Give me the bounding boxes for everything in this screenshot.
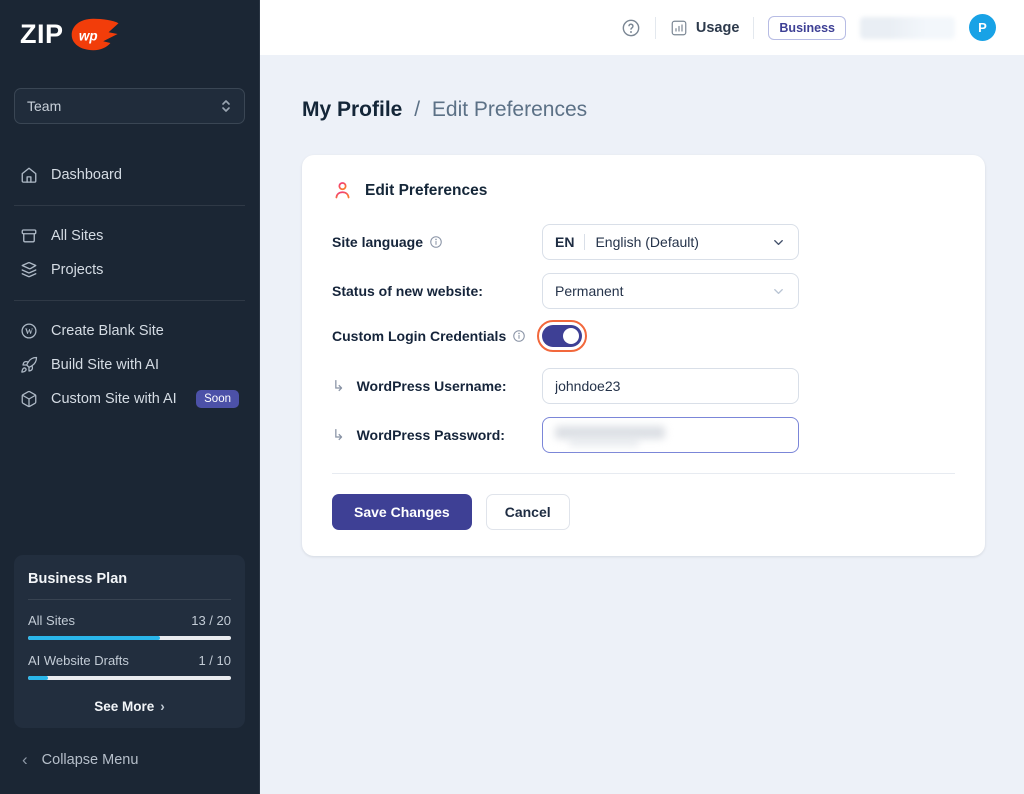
wp-password-label: ↳ WordPress Password:	[332, 427, 505, 444]
wp-username-label: ↳ WordPress Username:	[332, 378, 507, 395]
person-icon	[332, 180, 353, 201]
sidebar-divider	[14, 300, 245, 301]
chevron-left-icon: ‹	[22, 750, 28, 769]
sidebar-item-label: Projects	[51, 262, 104, 278]
site-language-label: Site language	[332, 234, 542, 250]
cancel-button[interactable]: Cancel	[485, 494, 570, 530]
breadcrumb-my-profile[interactable]: My Profile	[302, 98, 403, 121]
website-status-select[interactable]: Permanent	[542, 273, 799, 309]
top-header: Usage Business P	[260, 0, 1024, 55]
custom-login-toggle[interactable]	[537, 320, 587, 352]
breadcrumb-edit-preferences: Edit Preferences	[431, 98, 588, 121]
home-icon	[20, 166, 38, 184]
sidebar-item-dashboard[interactable]: Dashboard	[0, 158, 259, 192]
header-divider	[753, 16, 755, 39]
sidebar: ZIP wp Team Dashboard	[0, 0, 260, 794]
wp-password-field[interactable]	[542, 417, 799, 453]
website-status-row: Status of new website: Permanent	[332, 273, 955, 309]
return-arrow-icon: ↳	[332, 378, 345, 395]
sidebar-nav: Dashboard All Sites Projects	[0, 158, 259, 416]
see-more-link[interactable]: See More ›	[94, 699, 165, 714]
wp-username-row: ↳ WordPress Username:	[332, 368, 955, 404]
help-icon[interactable]	[621, 18, 641, 38]
progress-bar	[28, 636, 231, 640]
password-redacted	[569, 437, 639, 447]
team-selector[interactable]: Team	[14, 88, 245, 124]
sidebar-item-label: Custom Site with AI	[51, 391, 177, 407]
sidebar-item-label: Create Blank Site	[51, 323, 164, 339]
form-actions: Save Changes Cancel	[332, 494, 955, 530]
zipwp-logo[interactable]: ZIP wp	[0, 0, 259, 62]
edit-preferences-card: Edit Preferences Site language EN Englis…	[302, 155, 985, 556]
usage-button[interactable]: Usage	[670, 19, 740, 37]
header-divider	[654, 16, 656, 39]
info-icon[interactable]	[429, 235, 443, 249]
usage-value: 1 / 10	[198, 653, 231, 668]
field-divider	[584, 234, 586, 250]
usage-label: All Sites	[28, 613, 75, 628]
layers-icon	[20, 261, 38, 279]
sidebar-item-label: All Sites	[51, 228, 104, 244]
progress-bar	[28, 676, 231, 680]
website-status-label: Status of new website:	[332, 283, 483, 299]
sidebar-item-projects[interactable]: Projects	[0, 253, 259, 287]
save-changes-button[interactable]: Save Changes	[332, 494, 472, 530]
sites-icon	[20, 227, 38, 245]
svg-text:wp: wp	[78, 28, 97, 43]
language-code: EN	[555, 234, 575, 250]
wp-username-field-wrap	[542, 368, 799, 404]
svg-text:W: W	[25, 327, 34, 336]
breadcrumb: My Profile / Edit Preferences	[302, 98, 985, 122]
sidebar-item-label: Build Site with AI	[51, 357, 159, 373]
language-value: English (Default)	[595, 234, 699, 250]
unfold-chevrons-icon	[220, 98, 232, 114]
toggle-knob	[563, 328, 579, 344]
chevron-right-icon: ›	[160, 699, 165, 714]
soon-badge: Soon	[196, 390, 239, 408]
sidebar-item-custom-site-with-ai[interactable]: Custom Site with AI Soon	[0, 382, 259, 416]
plan-usage-panel: Business Plan All Sites 13 / 20 AI Websi…	[14, 555, 245, 728]
main-content: My Profile / Edit Preferences	[260, 55, 1024, 794]
info-icon[interactable]	[512, 329, 526, 343]
wordpress-icon: W	[20, 322, 38, 340]
breadcrumb-separator: /	[414, 98, 421, 121]
wp-username-input[interactable]	[555, 378, 786, 394]
rocket-icon	[20, 356, 38, 374]
sidebar-item-all-sites[interactable]: All Sites	[0, 219, 259, 253]
team-selector-label: Team	[27, 98, 62, 114]
usage-row-ai-drafts: AI Website Drafts 1 / 10	[28, 653, 231, 680]
avatar[interactable]: P	[969, 14, 996, 41]
status-value: Permanent	[555, 283, 624, 299]
usage-label: Usage	[695, 19, 740, 36]
return-arrow-icon: ↳	[332, 427, 345, 444]
site-language-row: Site language EN English (Default)	[332, 224, 955, 260]
wp-password-row: ↳ WordPress Password:	[332, 417, 955, 453]
logo-zip-text: ZIP	[20, 18, 64, 49]
custom-login-row: Custom Login Credentials	[332, 320, 955, 352]
chevron-down-icon	[771, 235, 786, 250]
usage-row-all-sites: All Sites 13 / 20	[28, 613, 231, 640]
site-language-select[interactable]: EN English (Default)	[542, 224, 799, 260]
sidebar-item-label: Dashboard	[51, 167, 122, 183]
form-divider	[332, 473, 955, 474]
chevron-down-icon	[771, 284, 786, 299]
sidebar-divider	[14, 205, 245, 206]
sidebar-item-build-site-with-ai[interactable]: Build Site with AI	[0, 348, 259, 382]
card-title: Edit Preferences	[365, 181, 488, 199]
collapse-menu-button[interactable]: ‹ Collapse Menu	[0, 728, 259, 794]
usage-value: 13 / 20	[191, 613, 231, 628]
plan-title: Business Plan	[28, 571, 231, 600]
plan-badge[interactable]: Business	[768, 15, 846, 40]
collapse-menu-label: Collapse Menu	[41, 752, 139, 768]
user-name-redacted	[860, 16, 955, 39]
usage-label: AI Website Drafts	[28, 653, 129, 668]
custom-login-label: Custom Login Credentials	[332, 328, 542, 344]
bar-chart-icon	[670, 19, 688, 37]
cube-icon	[20, 390, 38, 408]
logo-wp-flame-icon: wp	[68, 16, 124, 52]
password-redacted	[555, 426, 665, 439]
sidebar-item-create-blank-site[interactable]: W Create Blank Site	[0, 314, 259, 348]
